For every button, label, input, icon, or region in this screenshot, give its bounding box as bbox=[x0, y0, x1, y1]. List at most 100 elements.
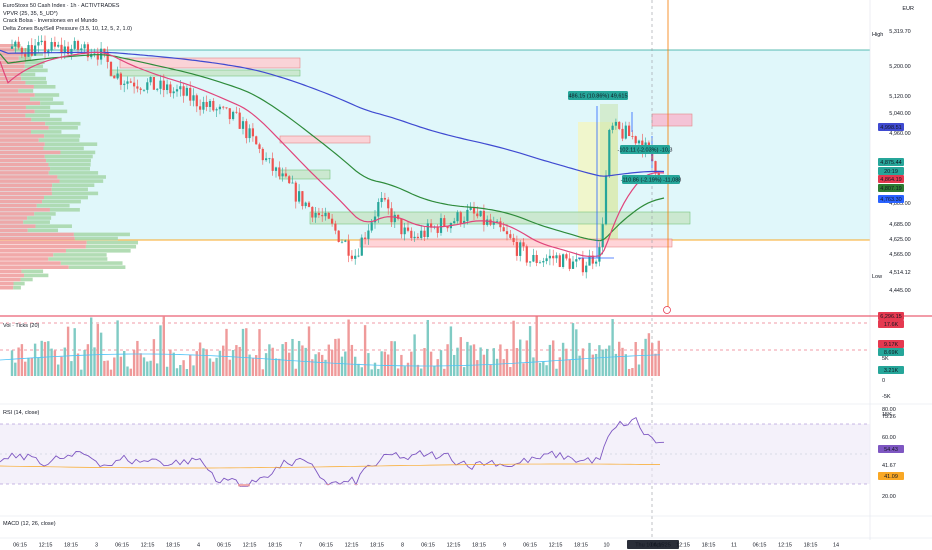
time-tick-label: 06:15 bbox=[217, 543, 231, 549]
candle-up bbox=[344, 240, 347, 242]
candle-up bbox=[377, 202, 380, 217]
candle-down bbox=[364, 237, 367, 239]
vpvr-bar-sell bbox=[0, 85, 34, 89]
volume-bar bbox=[304, 347, 307, 376]
candle-down bbox=[443, 218, 446, 227]
candle-down bbox=[152, 76, 155, 90]
volume-bar bbox=[608, 345, 611, 376]
legend-title[interactable]: EuroStoxx 50 Cash Index · 1h · ACTIVTRAD… bbox=[3, 3, 120, 9]
legend-vpvr[interactable]: VPVR (25, 35, 5_UD*) bbox=[3, 10, 58, 17]
volume-bar bbox=[53, 350, 57, 376]
candle-up bbox=[314, 212, 317, 218]
time-tick-label: 12:15 bbox=[676, 543, 690, 549]
candle-up bbox=[585, 265, 588, 273]
price-tick-label: 5,120.00 bbox=[889, 94, 910, 100]
candle-up bbox=[413, 236, 416, 239]
candle-down bbox=[212, 100, 215, 111]
candle-down bbox=[581, 258, 584, 273]
candle-down bbox=[284, 173, 287, 177]
candle-up bbox=[595, 261, 598, 264]
candle-up bbox=[357, 255, 360, 257]
volume-bar bbox=[489, 364, 492, 376]
vpvr-bar-sell bbox=[0, 244, 86, 249]
vpvr-bar-sell bbox=[0, 240, 87, 245]
measure-label: -110.86 (-2.19%) -11,088 bbox=[621, 178, 682, 184]
rsi-oversold-fill bbox=[326, 484, 330, 485]
currency-label[interactable]: EUR bbox=[902, 6, 914, 12]
vpvr-bar-buy bbox=[20, 277, 33, 282]
candle-down bbox=[331, 218, 334, 224]
volume-bar bbox=[291, 338, 294, 376]
candle-up bbox=[93, 53, 96, 55]
rsi-pane-label[interactable]: RSI (14, close) bbox=[3, 410, 40, 416]
volume-bar bbox=[60, 356, 63, 376]
vpvr-bar-buy bbox=[42, 199, 81, 204]
volume-bar bbox=[317, 352, 321, 376]
volume-bar bbox=[132, 350, 136, 376]
volume-bar bbox=[383, 351, 387, 376]
volume-bar bbox=[274, 358, 278, 376]
volume-bar bbox=[179, 365, 182, 376]
candle-down bbox=[245, 121, 248, 139]
time-tick-label: 06:15 bbox=[523, 543, 537, 549]
time-tick-label: 12:15 bbox=[39, 543, 53, 549]
vol-pane-label[interactable]: Vol · Ticks (20) bbox=[3, 323, 40, 329]
candle-up bbox=[611, 125, 614, 130]
candle-up bbox=[37, 42, 40, 46]
volume-bar bbox=[403, 366, 406, 376]
volume-bar bbox=[641, 349, 644, 376]
candle-up bbox=[519, 242, 522, 256]
vpvr-bar-sell bbox=[0, 208, 50, 212]
volume-bar bbox=[611, 319, 614, 376]
volume-bar bbox=[172, 352, 175, 376]
volume-bar bbox=[545, 365, 548, 376]
candle-down bbox=[387, 199, 390, 209]
macd-pane-label[interactable]: MACD (12, 26, close) bbox=[3, 521, 56, 527]
candle-up bbox=[588, 255, 591, 266]
volume-bar bbox=[588, 342, 591, 376]
vpvr-bar-buy bbox=[48, 126, 78, 130]
volume-bar bbox=[436, 359, 439, 376]
time-tick-label: 11 bbox=[731, 543, 737, 549]
volume-bar bbox=[370, 369, 373, 376]
candle-up bbox=[126, 81, 129, 84]
volume-bar bbox=[43, 341, 47, 376]
vpvr-bar-buy bbox=[34, 109, 68, 114]
vpvr-bar-buy bbox=[23, 220, 50, 224]
vpvr-bar-buy bbox=[44, 134, 81, 138]
candle-down bbox=[515, 241, 518, 256]
vpvr-bar-sell bbox=[0, 138, 39, 142]
candle-down bbox=[535, 254, 538, 263]
candle-down bbox=[24, 53, 27, 57]
volume-bar bbox=[522, 363, 525, 376]
candle-up bbox=[298, 191, 301, 202]
vpvr-bar-buy bbox=[44, 142, 98, 146]
volume-bar bbox=[175, 368, 179, 376]
volume-bar bbox=[538, 362, 542, 376]
legend-delta-zones[interactable]: Delta Zones Buy/Sell Pressure (3.5, 10, … bbox=[3, 25, 133, 32]
volume-bar bbox=[90, 317, 93, 376]
time-cursor-bg bbox=[627, 540, 679, 549]
candle-up bbox=[608, 129, 611, 176]
volume-bar bbox=[621, 347, 624, 376]
legend-indicator[interactable]: Crack Bolsa · Inversiones en el Mundo bbox=[3, 18, 98, 24]
volume-bar bbox=[535, 316, 538, 376]
candle-up bbox=[175, 89, 179, 92]
candle-up bbox=[291, 182, 294, 184]
volume-bar bbox=[271, 347, 274, 376]
vol-tag-bg bbox=[878, 348, 904, 356]
event-marker bbox=[663, 306, 671, 314]
time-tick-label: 06:15 bbox=[421, 543, 435, 549]
volume-bar bbox=[165, 366, 169, 376]
vpvr-bar-sell bbox=[0, 195, 45, 200]
price-tag: 20:19 bbox=[884, 169, 898, 175]
candle-down bbox=[406, 227, 410, 231]
volume-bar bbox=[321, 354, 324, 376]
volume-bar bbox=[66, 326, 70, 376]
candle-down bbox=[459, 212, 462, 224]
vpvr-bar-sell bbox=[0, 236, 75, 241]
volume-bar bbox=[604, 348, 608, 376]
candle-down bbox=[430, 223, 433, 228]
candle-down bbox=[654, 161, 657, 174]
